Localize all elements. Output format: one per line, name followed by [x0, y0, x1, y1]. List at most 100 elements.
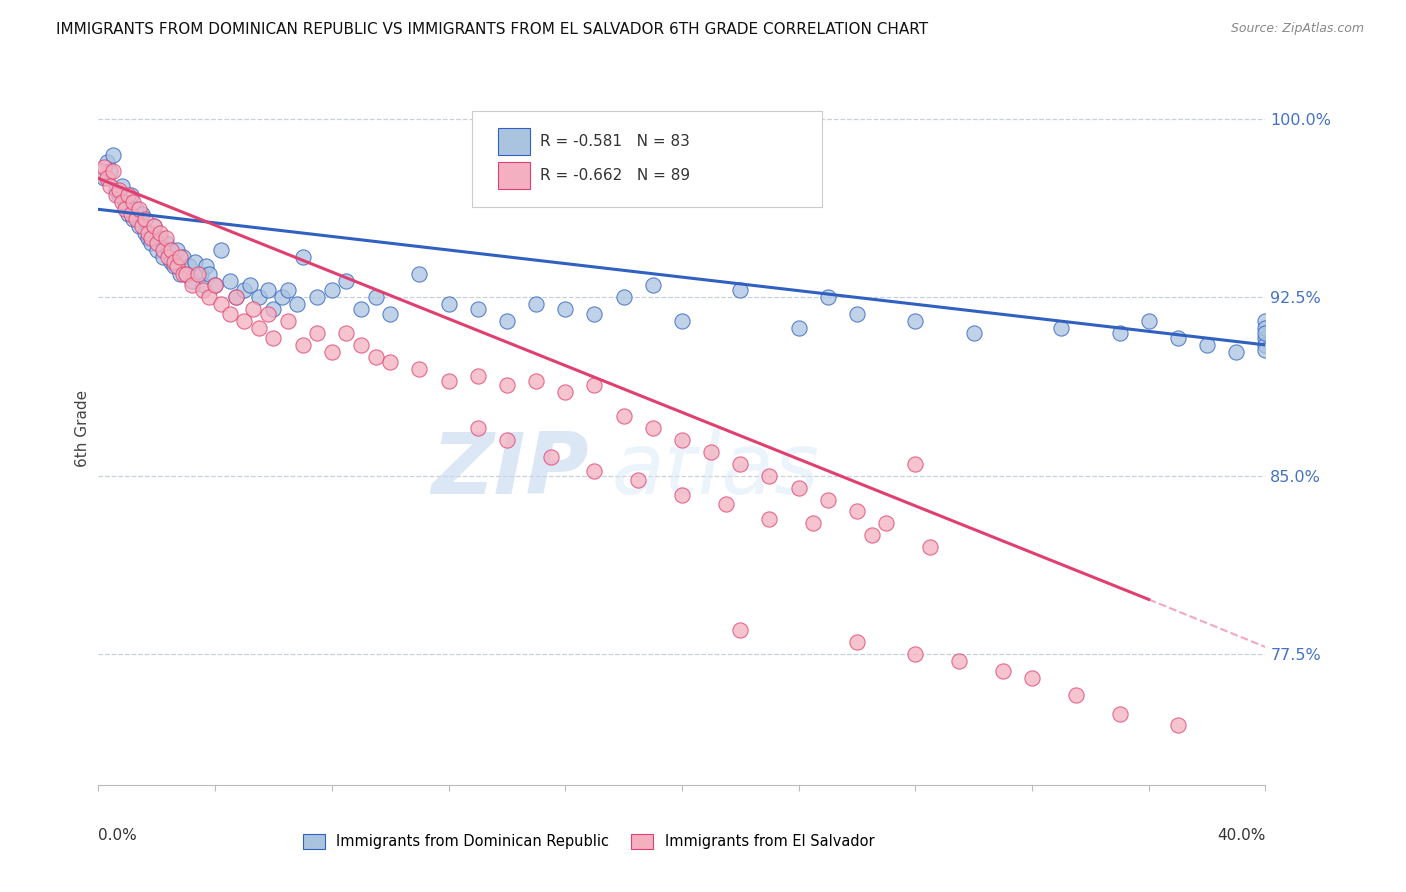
Point: [190, 267, 212, 281]
Point: [134, 211, 156, 226]
Point: [1254, 343, 1277, 357]
Point: [467, 368, 489, 383]
Point: [93, 160, 115, 174]
Point: [335, 326, 357, 340]
Point: [149, 231, 172, 245]
Point: [134, 226, 156, 240]
Point: [166, 260, 188, 274]
Point: [307, 290, 329, 304]
Point: [364, 350, 387, 364]
Point: [1108, 326, 1130, 340]
Point: [787, 481, 810, 495]
Point: [239, 278, 262, 293]
Point: [120, 188, 142, 202]
Point: [149, 226, 172, 240]
Point: [277, 314, 299, 328]
Point: [139, 231, 162, 245]
FancyBboxPatch shape: [498, 162, 530, 189]
Point: [169, 250, 191, 264]
Point: [198, 267, 221, 281]
Point: [285, 297, 308, 311]
FancyBboxPatch shape: [498, 128, 530, 155]
Point: [846, 307, 869, 321]
Point: [96, 171, 118, 186]
Point: [233, 283, 256, 297]
Legend: Immigrants from Dominican Republic, Immigrants from El Salvador: Immigrants from Dominican Republic, Immi…: [302, 834, 875, 849]
Point: [111, 195, 134, 210]
Point: [1108, 706, 1130, 721]
Point: [139, 235, 162, 250]
Point: [817, 290, 839, 304]
Point: [364, 290, 387, 304]
Point: [122, 211, 145, 226]
Point: [904, 457, 927, 471]
Point: [846, 635, 869, 649]
Point: [152, 243, 174, 257]
Point: [1167, 331, 1189, 345]
Point: [641, 421, 664, 435]
Point: [671, 433, 693, 447]
Point: [627, 474, 650, 488]
Point: [111, 178, 134, 193]
Point: [1254, 331, 1277, 345]
Point: [108, 183, 131, 197]
Point: [700, 445, 723, 459]
Point: [142, 219, 165, 233]
Point: [1254, 326, 1277, 340]
Point: [195, 260, 218, 274]
Point: [991, 664, 1014, 678]
Point: [155, 235, 177, 250]
Point: [180, 274, 202, 288]
Point: [209, 297, 232, 311]
Point: [157, 243, 180, 257]
Point: [380, 307, 402, 321]
Point: [108, 188, 131, 202]
Point: [918, 540, 941, 554]
Point: [1254, 314, 1277, 328]
Point: [142, 219, 165, 233]
Point: [1254, 338, 1277, 352]
Point: [730, 624, 752, 638]
Point: [160, 254, 183, 268]
Point: [177, 260, 200, 274]
Point: [730, 457, 752, 471]
Point: [247, 321, 270, 335]
Point: [554, 302, 576, 317]
Point: [583, 307, 606, 321]
Point: [437, 297, 460, 311]
Point: [408, 361, 430, 376]
Point: [307, 326, 329, 340]
Point: [1064, 688, 1087, 702]
Point: [758, 511, 780, 525]
Point: [671, 488, 693, 502]
Text: R = -0.662   N = 89: R = -0.662 N = 89: [540, 168, 690, 183]
Point: [155, 231, 177, 245]
Point: [204, 278, 226, 293]
Point: [104, 188, 127, 202]
Text: ZIP: ZIP: [430, 429, 589, 513]
Y-axis label: 6th Grade: 6th Grade: [75, 390, 90, 467]
Point: [96, 154, 118, 169]
Text: IMMIGRANTS FROM DOMINICAN REPUBLIC VS IMMIGRANTS FROM EL SALVADOR 6TH GRADE CORR: IMMIGRANTS FROM DOMINICAN REPUBLIC VS IM…: [56, 22, 928, 37]
Point: [1050, 321, 1073, 335]
Point: [225, 290, 247, 304]
Point: [166, 243, 188, 257]
Point: [152, 250, 174, 264]
Point: [846, 504, 869, 518]
Text: Source: ZipAtlas.com: Source: ZipAtlas.com: [1230, 22, 1364, 36]
Point: [1254, 321, 1277, 335]
Point: [131, 219, 153, 233]
Point: [817, 492, 839, 507]
Point: [350, 338, 373, 352]
Point: [256, 307, 278, 321]
Point: [233, 314, 256, 328]
Point: [122, 195, 145, 210]
Point: [225, 290, 247, 304]
Point: [183, 254, 205, 268]
Point: [350, 302, 373, 317]
Point: [125, 211, 148, 226]
Point: [146, 235, 169, 250]
Point: [263, 302, 285, 317]
Point: [104, 183, 127, 197]
Point: [380, 354, 402, 368]
